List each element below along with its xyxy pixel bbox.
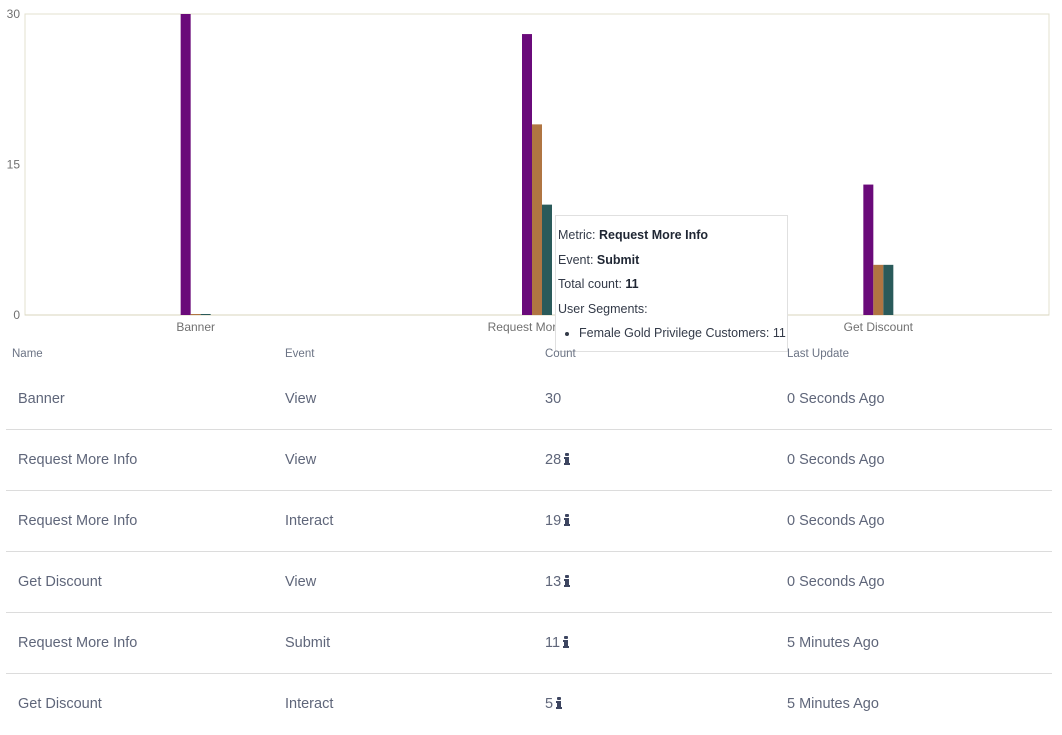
bar-interact[interactable] [190, 314, 201, 315]
table-row[interactable]: Get Discount View 13 0 Seconds Ago [6, 552, 1052, 613]
cell-event-text: View [285, 391, 317, 407]
metrics-table: Name Event Count Last Update Banner View 3… [6, 345, 1052, 734]
cell-name-text: Get Discount [18, 696, 102, 712]
bar-view[interactable] [180, 14, 191, 315]
cell-count: 11 [545, 635, 570, 651]
cell-count-text: 28 [545, 452, 562, 468]
bar-submit[interactable] [883, 264, 894, 315]
cell-event-text: Interact [285, 696, 334, 712]
tooltip-event: Event: Submit [558, 252, 640, 267]
cell-last-update: 5 Minutes Ago [787, 696, 879, 712]
metrics-bar-chart: 0 15 30 Banner Request More Info Get Discount [0, 0, 1062, 345]
cell-event: View [285, 391, 316, 407]
y-tick-label: 0 [13, 308, 20, 322]
x-tick-label: Banner [176, 320, 215, 334]
cell-name: Request More Info [18, 513, 137, 529]
cell-name: Banner [18, 391, 65, 407]
cell-event: Interact [285, 696, 333, 712]
cell-count: 19 [545, 513, 571, 529]
header-last-update[interactable]: Last Update [787, 348, 850, 360]
cell-name: Request More Info [18, 452, 137, 468]
cell-last-update-text: 0 Seconds Ago [787, 452, 885, 468]
cell-name-text: Request More Info [18, 635, 138, 651]
cell-last-update-text: 0 Seconds Ago [787, 391, 885, 407]
cell-count-text: 13 [545, 574, 562, 590]
bar-interact[interactable] [532, 124, 542, 315]
cell-count-text: 30 [545, 391, 562, 407]
cell-last-update: 0 Seconds Ago [787, 391, 885, 407]
bar-view[interactable] [863, 184, 874, 315]
table-body: Banner View 30 0 Seconds Ago Request More In… [6, 369, 1052, 734]
table-row[interactable]: Banner View 30 0 Seconds Ago [6, 369, 1052, 430]
tooltip-segments-label: User Segments: [558, 301, 648, 316]
cell-count-text: 11 [545, 635, 561, 651]
cell-count: 13 [545, 574, 571, 590]
cell-last-update: 0 Seconds Ago [787, 452, 885, 468]
cell-event-text: View [285, 452, 317, 468]
cell-event-text: Submit [285, 635, 331, 651]
info-icon[interactable] [563, 636, 570, 648]
tooltip-total-count: Total count: 11 [558, 277, 639, 291]
cell-count: 28 [545, 452, 571, 468]
cell-count: 5 [545, 696, 563, 712]
info-icon[interactable] [556, 697, 563, 709]
tooltip-metric: Metric: Request More Info [558, 228, 709, 242]
x-tick-label: Get Discount [844, 320, 914, 334]
chart-tooltip: Metric: Request More Info Event: Submit … [555, 215, 788, 352]
table-row[interactable]: Request More Info Interact 19 0 Seconds Ago [6, 491, 1052, 552]
header-count[interactable]: Count [545, 348, 576, 360]
cell-name-text: Request More Info [18, 452, 138, 468]
cell-name: Get Discount [18, 574, 102, 590]
header-name[interactable]: Name [12, 348, 43, 360]
table-header: Name Event Count Last Update [6, 345, 1052, 369]
cell-last-update: 5 Minutes Ago [787, 635, 879, 651]
cell-last-update-text: 0 Seconds Ago [787, 513, 885, 529]
cell-event-text: View [285, 574, 317, 590]
header-event[interactable]: Event [285, 348, 315, 360]
cell-event: View [285, 574, 316, 590]
info-icon[interactable] [564, 514, 571, 526]
cell-count: 30 [545, 391, 561, 407]
cell-count-text: 19 [545, 513, 562, 529]
cell-name: Request More Info [18, 635, 137, 651]
cell-name-text: Request More Info [18, 513, 138, 529]
cell-event: Interact [285, 513, 333, 529]
info-icon[interactable] [564, 453, 571, 465]
cell-last-update-text: 0 Seconds Ago [787, 574, 885, 590]
bar-interact[interactable] [873, 264, 884, 315]
cell-last-update-text: 5 Minutes Ago [787, 696, 879, 712]
bar-submit[interactable] [542, 204, 552, 315]
y-tick-label: 15 [7, 158, 21, 172]
cell-event: Submit [285, 635, 330, 651]
cell-last-update: 0 Seconds Ago [787, 513, 885, 529]
table-row[interactable]: Request More Info Submit 11 5 Minutes Ago [6, 613, 1052, 674]
y-tick-label: 30 [7, 7, 21, 21]
cell-name-text: Banner [18, 391, 65, 407]
cell-last-update: 0 Seconds Ago [787, 574, 885, 590]
cell-name-text: Get Discount [18, 574, 102, 590]
cell-name: Get Discount [18, 696, 102, 712]
bar-view[interactable] [522, 34, 532, 316]
bar-submit[interactable] [200, 314, 211, 315]
tooltip-segment-item: Female Gold Privilege Customers: 11 [579, 325, 787, 341]
info-icon[interactable] [564, 575, 571, 587]
table-row[interactable]: Request More Info View 28 0 Seconds Ago [6, 430, 1052, 491]
tooltip-segment-list: Female Gold Privilege Customers: 11 [558, 325, 787, 341]
table-row[interactable]: Get Discount Interact 5 5 Minutes Ago [6, 674, 1052, 734]
cell-last-update-text: 5 Minutes Ago [787, 635, 879, 651]
cell-event: View [285, 452, 316, 468]
cell-event-text: Interact [285, 513, 334, 529]
cell-count-text: 5 [545, 696, 554, 712]
